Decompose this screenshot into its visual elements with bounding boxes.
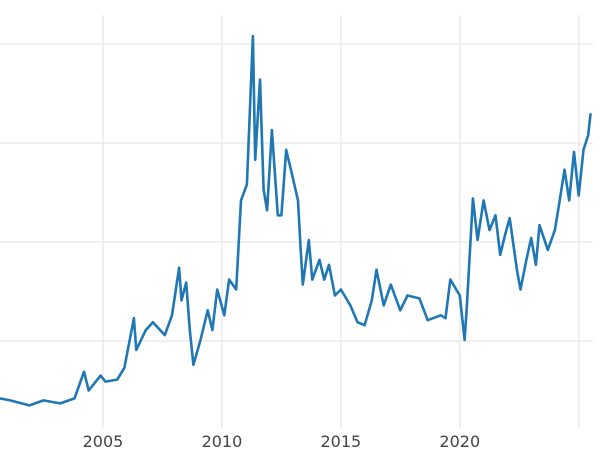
x-tick-label: 2005 bbox=[83, 432, 124, 450]
x-tick-label: 2010 bbox=[202, 432, 243, 450]
gridlines bbox=[0, 15, 593, 428]
x-axis-ticks: 2005 2010 2015 2020 bbox=[83, 432, 481, 450]
x-tick-label: 2015 bbox=[321, 432, 362, 450]
series-line bbox=[0, 34, 592, 407]
x-tick-label: 2020 bbox=[439, 432, 480, 450]
